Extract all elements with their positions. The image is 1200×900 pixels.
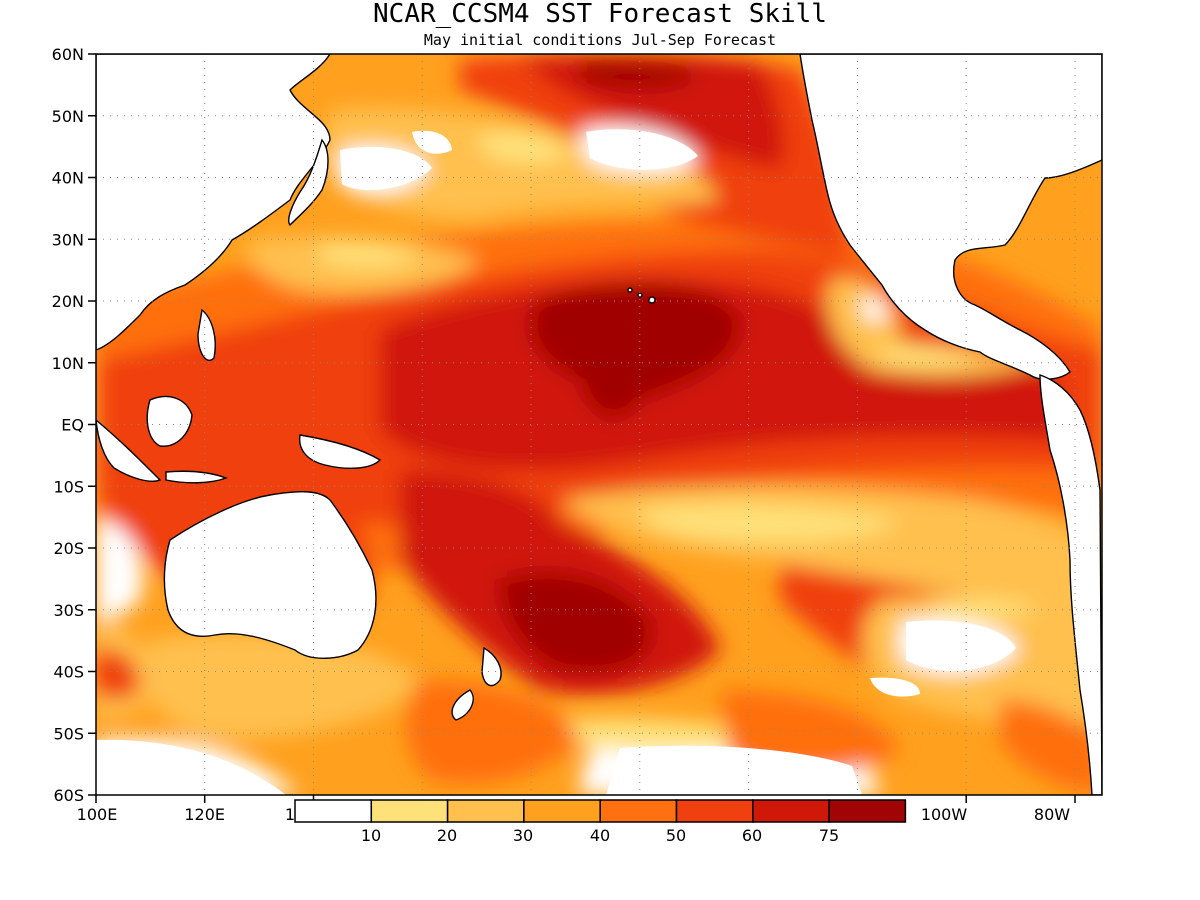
- colorbar-box: [828, 799, 907, 823]
- y-tick-label: 40S: [53, 663, 84, 682]
- y-tick-label: 60N: [52, 45, 84, 64]
- colorbar-box: [752, 799, 830, 823]
- map-title: NCAR_CCSM4 SST Forecast Skill: [373, 0, 827, 29]
- x-tick-label: 100W: [921, 805, 968, 824]
- colorbar-label: 40: [590, 826, 610, 845]
- y-tick-label: 20N: [52, 292, 84, 311]
- colorbar-label: 10: [361, 826, 381, 845]
- colorbar-boxes: [294, 799, 907, 823]
- y-tick-label: 60S: [53, 786, 84, 805]
- x-tick-label: 80W: [1034, 805, 1070, 824]
- x-tick-label: 1: [285, 805, 295, 824]
- colorbar-box: [446, 799, 525, 823]
- colorbar-box: [294, 799, 373, 823]
- land: [96, 54, 1102, 795]
- x-tick-label: 100E: [77, 805, 118, 824]
- colorbar: 10 20 30 40 50 60 75: [294, 799, 907, 845]
- colorbar-labels: 10 20 30 40 50 60 75: [361, 826, 839, 845]
- x-tick-label: 120E: [184, 805, 225, 824]
- skill-field: [96, 54, 1102, 795]
- colorbar-label: 75: [819, 826, 839, 845]
- colorbar-label: 20: [437, 826, 457, 845]
- colorbar-label: 60: [742, 826, 762, 845]
- colorbar-box: [675, 799, 754, 823]
- y-tick-label: EQ: [61, 416, 84, 435]
- y-tick-label: 20S: [53, 539, 84, 558]
- y-tick-label: 50N: [52, 107, 84, 126]
- y-tick-label: 30S: [53, 601, 84, 620]
- colorbar-label: 50: [666, 826, 686, 845]
- y-tick-label: 50S: [53, 724, 84, 743]
- colorbar-box: [599, 799, 678, 823]
- y-tick-label: 10N: [52, 354, 84, 373]
- y-tick-label: 30N: [52, 230, 84, 249]
- map-subtitle: May initial conditions Jul-Sep Forecast: [424, 31, 776, 49]
- colorbar-label: 30: [513, 826, 533, 845]
- y-tick-label: 10S: [53, 477, 84, 496]
- colorbar-box: [370, 799, 449, 823]
- y-tick-label: 40N: [52, 169, 84, 188]
- y-axis: 60N 50N 40N 30N 20N 10N EQ 10S 20S 30S 4…: [52, 45, 96, 805]
- x-axis: 100E 120E 1 100W 80W: [77, 795, 1076, 824]
- colorbar-box: [523, 799, 601, 823]
